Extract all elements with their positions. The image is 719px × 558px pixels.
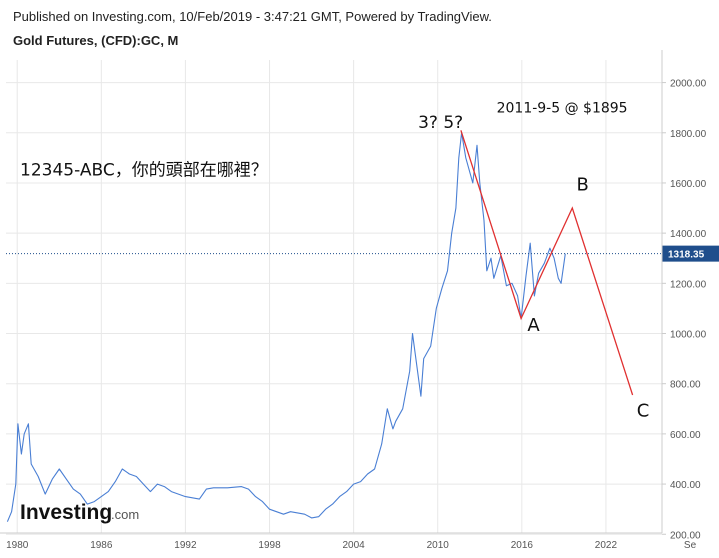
y-tick-label-7: 1600.00 — [670, 179, 707, 190]
x-tick-label-7: 2022 — [595, 540, 618, 551]
y-tick-label-4: 1000.00 — [670, 330, 707, 341]
series-layer — [6, 130, 634, 522]
annotation-5: C — [637, 400, 650, 421]
x-tick-label-8: Se — [684, 540, 697, 551]
grid — [6, 60, 662, 535]
y-tick-label-8: 1800.00 — [670, 129, 707, 140]
current-price-label: 1318.35 — [668, 250, 705, 261]
x-tick-label-5: 2010 — [427, 540, 450, 551]
annotation-3: A — [527, 315, 540, 336]
y-tick-label-3: 800.00 — [670, 380, 701, 391]
y-tick-label-5: 1200.00 — [670, 279, 707, 290]
annotation-2: 12345-ABC，你的頭部在哪裡？ — [20, 160, 268, 180]
annotation-1: 3? 5? — [418, 113, 463, 133]
axes: 200.00 400.00 600.00 800.00 1000.00 1200.00 14… — [0, 50, 707, 551]
x-tick-label-4: 2004 — [342, 540, 365, 551]
investing-logo[interactable]: Investing .com — [20, 501, 139, 524]
x-tick-label-0: 1980 — [6, 540, 29, 551]
wave-projection-line — [460, 130, 634, 396]
gold-price-line — [6, 132, 566, 522]
logo-suffix: .com — [111, 507, 139, 522]
y-tick-label-1: 400.00 — [670, 480, 701, 491]
current-price-layer: 1318.35 — [6, 245, 719, 262]
y-tick-label-2: 600.00 — [670, 430, 701, 441]
x-tick-label-1: 1986 — [90, 540, 113, 551]
annotations: 2011-9-5 @ $1895 3? 5? 12345-ABC，你的頭部在哪裡？ A… — [20, 101, 649, 422]
annotation-4: B — [576, 174, 588, 195]
logo-brand: Investing — [20, 501, 112, 524]
x-tick-label-6: 2016 — [511, 540, 534, 551]
x-tick-label-2: 1992 — [174, 540, 197, 551]
y-tick-label-6: 1400.00 — [670, 229, 707, 240]
current-price-badge — [662, 245, 719, 262]
annotation-0: 2011-9-5 @ $1895 — [497, 101, 628, 117]
published-line: Published on Investing.com, 10/Feb/2019 … — [13, 9, 492, 24]
symbol-title: Gold Futures, (CFD):GC, M — [13, 33, 178, 48]
x-tick-label-3: 1998 — [258, 540, 281, 551]
y-tick-label-9: 2000.00 — [670, 79, 707, 90]
y-tick-label-0: 200.00 — [670, 530, 701, 541]
